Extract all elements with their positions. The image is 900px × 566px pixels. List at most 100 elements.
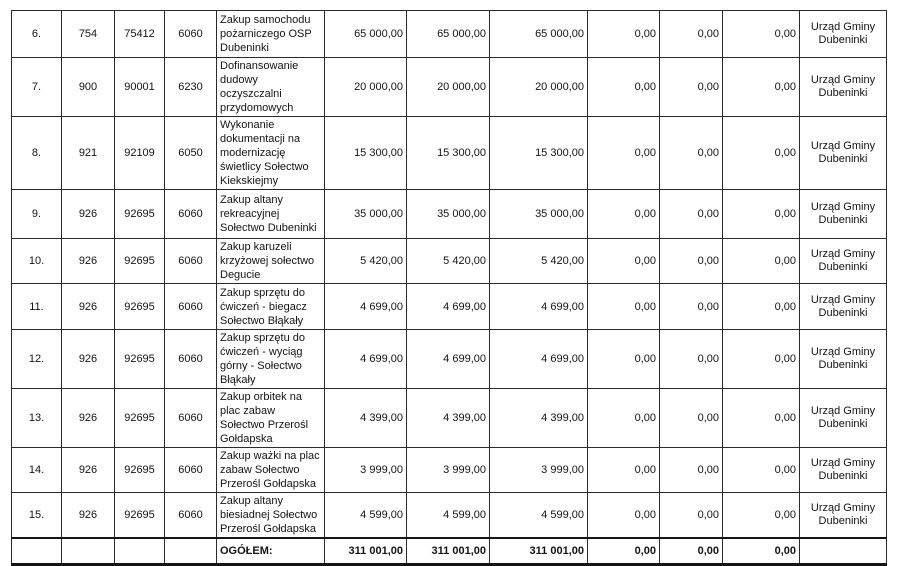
table-row: 13. 926 92695 6060 Zakup orbitek na plac… [11, 388, 887, 448]
total-amount-1-cell: 311 001,00 [324, 537, 407, 566]
amount-1-cell: 5 420,00 [324, 238, 407, 284]
paragraf-cell: 6230 [164, 57, 217, 117]
task-description-cell: Dofinansowanie dudowy oczyszczalni przyd… [216, 57, 325, 117]
rozdzial-cell: 92695 [114, 238, 165, 284]
dzial-cell: 926 [61, 283, 115, 330]
amount-2-cell: 20 000,00 [406, 57, 490, 117]
amount-4-cell: 0,00 [587, 447, 660, 493]
table-row: 9. 926 92695 6060 Zakup altany rekreacyj… [11, 189, 887, 239]
amount-1-cell: 20 000,00 [324, 57, 407, 117]
amount-2-cell: 35 000,00 [406, 189, 490, 239]
budget-table: 6. 754 75412 6060 Zakup samochodu pożarn… [11, 10, 887, 566]
table-row: 8. 921 92109 6050 Wykonanie dokumentacji… [11, 116, 887, 190]
amount-2-cell: 4 599,00 [406, 492, 490, 539]
amount-1-cell: 15 300,00 [324, 116, 407, 190]
paragraf-cell: 6060 [164, 447, 217, 493]
total-label-cell: OGÓŁEM: [216, 537, 325, 566]
unit-name-cell: Urząd Gminy Dubeninki [799, 10, 887, 58]
paragraf-cell: 6060 [164, 492, 217, 539]
dzial-cell: 926 [61, 189, 115, 239]
amount-5-cell: 0,00 [659, 388, 723, 448]
total-paragraf-cell [164, 537, 217, 566]
amount-2-cell: 15 300,00 [406, 116, 490, 190]
task-description-cell: Zakup altany rekreacyjnej Sołectwo Duben… [216, 189, 325, 239]
row-number-cell: 9. [11, 189, 62, 239]
total-row: OGÓŁEM: 311 001,00 311 001,00 311 001,00… [11, 537, 887, 566]
amount-5-cell: 0,00 [659, 116, 723, 190]
table-row: 14. 926 92695 6060 Zakup ważki na plac z… [11, 447, 887, 493]
paragraf-cell: 6060 [164, 10, 217, 58]
rozdzial-cell: 92695 [114, 189, 165, 239]
paragraf-cell: 6060 [164, 388, 217, 448]
total-amount-4-cell: 0,00 [587, 537, 660, 566]
amount-6-cell: 0,00 [722, 329, 800, 389]
amount-5-cell: 0,00 [659, 447, 723, 493]
total-amount-5-cell: 0,00 [659, 537, 723, 566]
task-description-cell: Zakup orbitek na plac zabaw Sołectwo Prz… [216, 388, 325, 448]
table-row: 7. 900 90001 6230 Dofinansowanie dudowy … [11, 57, 887, 117]
amount-3-cell: 65 000,00 [489, 10, 588, 58]
amount-5-cell: 0,00 [659, 189, 723, 239]
amount-3-cell: 4 399,00 [489, 388, 588, 448]
dzial-cell: 921 [61, 116, 115, 190]
paragraf-cell: 6050 [164, 116, 217, 190]
unit-name-cell: Urząd Gminy Dubeninki [799, 329, 887, 389]
row-number-cell: 10. [11, 238, 62, 284]
paragraf-cell: 6060 [164, 283, 217, 330]
table-row: 12. 926 92695 6060 Zakup sprzętu do ćwic… [11, 329, 887, 389]
amount-1-cell: 3 999,00 [324, 447, 407, 493]
unit-name-cell: Urząd Gminy Dubeninki [799, 388, 887, 448]
rozdzial-cell: 92695 [114, 447, 165, 493]
amount-6-cell: 0,00 [722, 447, 800, 493]
task-description-cell: Zakup samochodu pożarniczego OSP Dubenin… [216, 10, 325, 58]
row-number-cell: 12. [11, 329, 62, 389]
rozdzial-cell: 92695 [114, 283, 165, 330]
amount-4-cell: 0,00 [587, 238, 660, 284]
amount-2-cell: 65 000,00 [406, 10, 490, 58]
rozdzial-cell: 92695 [114, 388, 165, 448]
amount-4-cell: 0,00 [587, 283, 660, 330]
amount-6-cell: 0,00 [722, 283, 800, 330]
total-lp-cell [11, 537, 62, 566]
table-body: 6. 754 75412 6060 Zakup samochodu pożarn… [11, 10, 887, 539]
row-number-cell: 7. [11, 57, 62, 117]
table-row: 6. 754 75412 6060 Zakup samochodu pożarn… [11, 10, 887, 58]
amount-1-cell: 4 699,00 [324, 329, 407, 389]
task-description-cell: Zakup karuzeli krzyżowej sołectwo Deguci… [216, 238, 325, 284]
table-row: 15. 926 92695 6060 Zakup altany biesiadn… [11, 492, 887, 539]
amount-4-cell: 0,00 [587, 329, 660, 389]
amount-1-cell: 4 699,00 [324, 283, 407, 330]
dzial-cell: 926 [61, 329, 115, 389]
amount-3-cell: 35 000,00 [489, 189, 588, 239]
row-number-cell: 6. [11, 10, 62, 58]
dzial-cell: 926 [61, 492, 115, 539]
paragraf-cell: 6060 [164, 329, 217, 389]
total-dzial-cell [61, 537, 115, 566]
total-unit-cell [799, 537, 887, 566]
task-description-cell: Zakup sprzętu do ćwiczeń - biegacz Sołec… [216, 283, 325, 330]
task-description-cell: Zakup ważki na plac zabaw Sołectwo Przer… [216, 447, 325, 493]
paragraf-cell: 6060 [164, 238, 217, 284]
rozdzial-cell: 92695 [114, 492, 165, 539]
dzial-cell: 900 [61, 57, 115, 117]
amount-4-cell: 0,00 [587, 388, 660, 448]
unit-name-cell: Urząd Gminy Dubeninki [799, 116, 887, 190]
amount-1-cell: 65 000,00 [324, 10, 407, 58]
row-number-cell: 13. [11, 388, 62, 448]
amount-6-cell: 0,00 [722, 492, 800, 539]
amount-3-cell: 4 699,00 [489, 329, 588, 389]
amount-5-cell: 0,00 [659, 283, 723, 330]
dzial-cell: 926 [61, 388, 115, 448]
task-description-cell: Zakup altany biesiadnej Sołectwo Przeroś… [216, 492, 325, 539]
total-rozdzial-cell [114, 537, 165, 566]
amount-6-cell: 0,00 [722, 116, 800, 190]
amount-2-cell: 4 699,00 [406, 329, 490, 389]
dzial-cell: 754 [61, 10, 115, 58]
total-amount-2-cell: 311 001,00 [406, 537, 490, 566]
amount-1-cell: 4 599,00 [324, 492, 407, 539]
total-amount-3-cell: 311 001,00 [489, 537, 588, 566]
amount-6-cell: 0,00 [722, 10, 800, 58]
table-total-body: OGÓŁEM: 311 001,00 311 001,00 311 001,00… [11, 537, 887, 566]
amount-1-cell: 4 399,00 [324, 388, 407, 448]
amount-4-cell: 0,00 [587, 189, 660, 239]
